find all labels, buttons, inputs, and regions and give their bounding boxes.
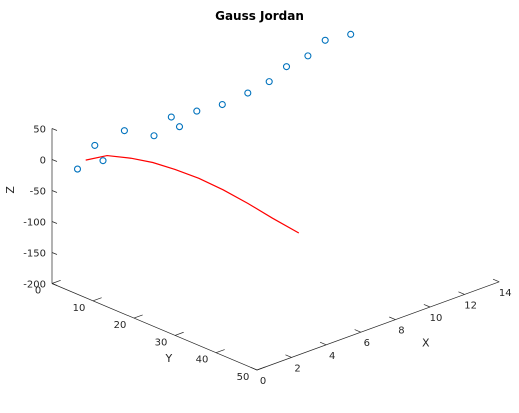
scatter-point [91,141,99,149]
z-tick-label: -150 [23,249,46,260]
y-tick [92,297,102,302]
z-tick [51,221,58,224]
x-tick-label: 10 [430,313,443,324]
z-tick [51,190,58,193]
z-tick-label: 0 [40,156,46,167]
z-tick [51,283,58,286]
z-tick [51,252,58,255]
z-tick-label: -200 [23,280,46,291]
z-tick [51,128,58,131]
z-tick-label: -100 [23,218,46,229]
x-axis-label: X [422,336,430,349]
x-tick [319,341,327,346]
y-tick-label: 20 [114,320,127,331]
scatter-point [99,157,107,165]
scatter-point [347,30,355,38]
x-tick [354,329,361,333]
x-tick [458,291,465,295]
x-tick-label: 14 [499,288,512,299]
marks-group [73,30,355,234]
y-tick-label: 30 [155,337,168,348]
x-tick-label: 6 [364,338,370,349]
x-tick [492,278,500,283]
x-tick-label: 0 [260,376,266,387]
x-tick-label: 4 [329,351,335,362]
x-tick [423,304,431,308]
scatter-point [167,113,175,121]
y-tick-label: 10 [73,303,86,314]
y-tick [215,349,225,354]
x-axis-line [256,281,500,371]
scatter-point [304,52,312,60]
x-tick-label: 2 [294,363,300,374]
y-tick [133,314,143,319]
ticks-group: 0 2 4 6 8 10 12 14 0 10 20 30 40 50 -200 -150 -100 -50 0 50 [23,125,511,388]
z-tick-label: 50 [33,125,46,136]
y-tick-label: 50 [237,372,250,383]
y-tick [256,366,266,371]
x-tick [285,354,292,358]
axes-group [51,128,500,371]
y-axis-line [51,283,258,371]
x-tick [389,316,396,320]
scatter-point [244,89,252,97]
scatter-point [193,107,201,115]
scatter-point [265,78,273,86]
z-axis-label: Z [4,186,17,194]
scatter-point [150,132,158,140]
x-tick-label: 8 [398,326,404,337]
scatter-point [282,63,291,71]
y-axis-label: Y [165,352,173,365]
z-tick [51,159,58,162]
scatter-point [218,100,226,109]
y-tick [51,280,61,284]
chart-title: Gauss Jordan [215,9,304,23]
z-tick-label: -50 [30,187,46,198]
scatter-point [175,123,184,131]
y-tick-label: 0 [35,286,41,297]
scatter-point [321,36,329,44]
scatter-point [120,127,128,135]
scatter-point [73,165,82,173]
fit-curve-line [85,154,300,234]
x-tick [250,367,258,371]
x-tick-label: 12 [464,300,477,311]
y-tick [174,331,184,336]
y-tick-label: 40 [196,355,209,366]
